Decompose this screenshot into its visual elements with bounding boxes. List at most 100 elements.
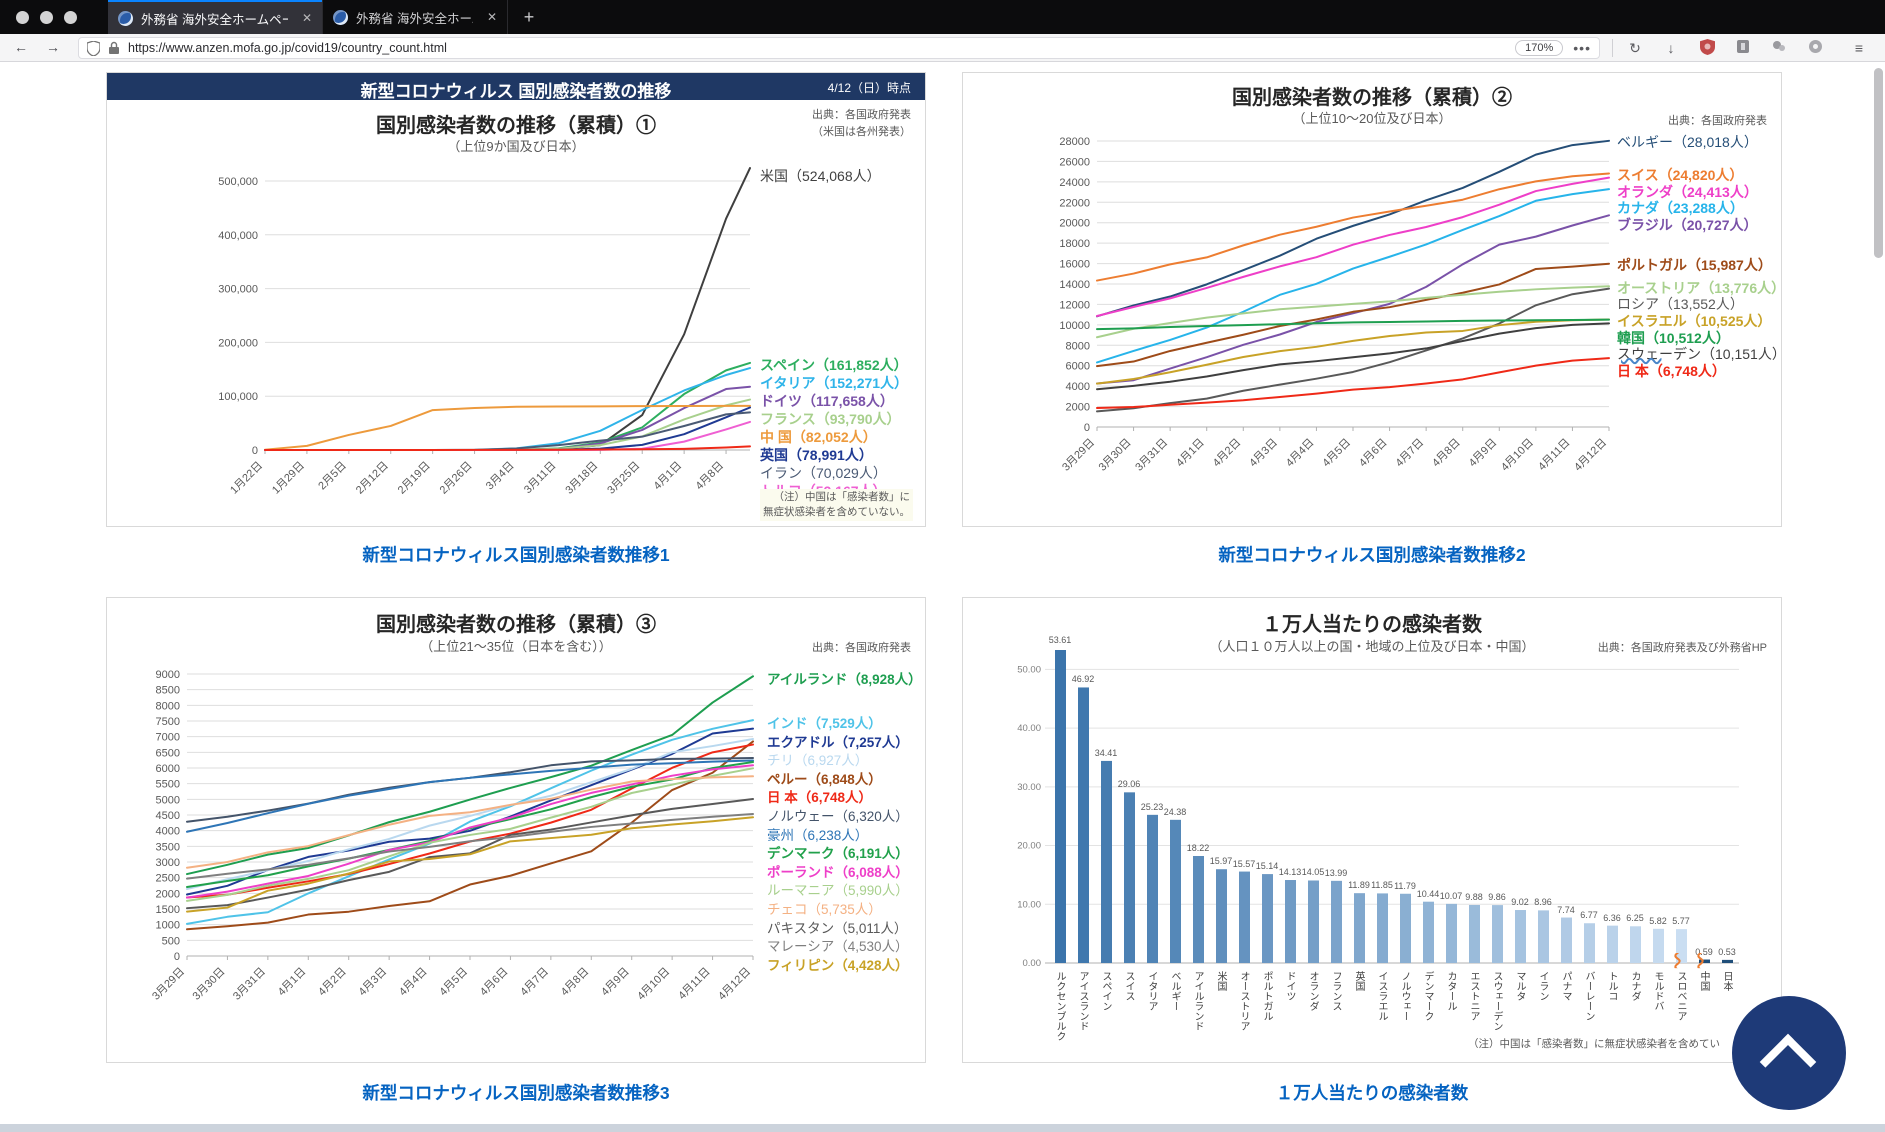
- bar-value-label: 5.82: [1649, 915, 1667, 926]
- extension-icon-1[interactable]: [1734, 39, 1752, 57]
- bar-イタリア: [1147, 814, 1158, 963]
- download-icon[interactable]: ↓: [1667, 40, 1675, 56]
- series-ポルトガル: [1096, 262, 1610, 368]
- bar-category-label: スペイン: [1100, 971, 1111, 1011]
- forward-button[interactable]: →: [46, 39, 60, 55]
- bar-category-label: カタール: [1445, 971, 1456, 1011]
- page-content: 新型コロナウィルス 国別感染者数の推移 4/12（日）時点 国別感染者数の推移（…: [0, 62, 1885, 1132]
- svg-text:0: 0: [252, 445, 258, 457]
- svg-text:500,000: 500,000: [218, 176, 258, 188]
- back-to-top-button[interactable]: [1732, 996, 1846, 1110]
- svg-text:6000: 6000: [1066, 361, 1090, 373]
- bar-ノルウェー: [1400, 893, 1411, 963]
- url-bar[interactable]: https://www.anzen.mofa.go.jp/covid19/cou…: [78, 37, 1600, 59]
- svg-text:7000: 7000: [156, 732, 180, 744]
- bar-モルドバ: [1653, 928, 1664, 963]
- chart3-title: 国別感染者数の推移（累積）③: [376, 614, 656, 636]
- chart3-caption-link[interactable]: 新型コロナウィルス国別感染者数推移3: [362, 1083, 670, 1103]
- series-オーストリア: [1096, 285, 1610, 339]
- favicon-globe: [118, 10, 133, 26]
- tab-close-icon[interactable]: ✕: [486, 10, 497, 24]
- bar-スイス: [1124, 792, 1135, 963]
- extension-icon-3[interactable]: [1806, 39, 1824, 57]
- svg-text:28000: 28000: [1059, 136, 1090, 148]
- svg-text:1月22日: 1月22日: [228, 460, 265, 497]
- bar-value-label: 34.41: [1094, 747, 1118, 758]
- new-tab-button[interactable]: +: [523, 7, 535, 27]
- hamburger-menu-icon[interactable]: ≡: [1854, 40, 1864, 56]
- window-zoom-button[interactable]: [64, 11, 77, 24]
- legend-item-スウェーデン: スウェーデン（10,151人）: [1617, 346, 1786, 363]
- scrollbar-thumb[interactable]: [1874, 68, 1883, 258]
- back-button[interactable]: ←: [14, 39, 28, 55]
- bars: [1055, 648, 1733, 963]
- svg-text:22000: 22000: [1059, 197, 1090, 209]
- extension-icon-2[interactable]: [1770, 39, 1788, 57]
- svg-text:0: 0: [174, 951, 180, 963]
- svg-text:14000: 14000: [1059, 279, 1090, 291]
- series-スウェーデン: [1096, 322, 1610, 391]
- svg-text:3500: 3500: [156, 841, 180, 853]
- svg-text:24000: 24000: [1059, 177, 1090, 189]
- page-actions-icon[interactable]: •••: [1573, 40, 1591, 56]
- bar-category-label: スイス: [1123, 971, 1134, 1001]
- chart2-title: 国別感染者数の推移（累積）②: [1232, 87, 1512, 109]
- svg-text:8000: 8000: [1066, 340, 1090, 352]
- svg-text:400,000: 400,000: [218, 230, 258, 242]
- adblock-extension-icon[interactable]: [1698, 39, 1716, 57]
- svg-text:4月5日: 4月5日: [437, 966, 470, 999]
- bar-category-label: 日本: [1721, 971, 1732, 991]
- legend-item-フランス: フランス（93,790人）: [760, 410, 901, 427]
- series-ルーマニア: [186, 767, 754, 902]
- svg-text:3月31日: 3月31日: [1133, 437, 1170, 474]
- bar-category-label: 英国: [1353, 971, 1364, 991]
- legend-item-日本: 日 本（6,748人）: [767, 790, 873, 806]
- svg-text:2月5日: 2月5日: [316, 460, 349, 493]
- svg-text:4月12日: 4月12日: [716, 966, 753, 1003]
- tab-mofa-home[interactable]: 外務省 海外安全ホームページ ✕: [322, 0, 508, 34]
- bar-米国: [1216, 869, 1227, 963]
- chart1-note: （注）中国は「感染者数」に 無症状感染者を含めていない。: [760, 488, 913, 521]
- svg-text:3月31日: 3月31日: [231, 966, 268, 1003]
- url-text[interactable]: https://www.anzen.mofa.go.jp/covid19/cou…: [128, 41, 447, 55]
- bar-value-label: 0.59: [1695, 946, 1713, 957]
- svg-text:12000: 12000: [1059, 299, 1090, 311]
- chart-card-2: 国別感染者数の推移（累積）② （上位10～20位及び日本） 出典：各国政府発表 …: [962, 72, 1786, 527]
- legend-item-日本: 日 本（6,748人）: [1617, 362, 1726, 379]
- series-オランダ: [1096, 176, 1610, 318]
- chart4-plot: 0.00 10.00 20.00 30.00 40.00 50.00 53.61 ルクセンブル…: [971, 635, 1775, 1062]
- lock-icon: [109, 41, 119, 54]
- tab-mofa-country-count[interactable]: 外務省 海外安全ホームページ｜各 ✕: [108, 0, 322, 34]
- window-minimize-button[interactable]: [40, 11, 53, 24]
- chart2-caption-link[interactable]: 新型コロナウィルス国別感染者数推移2: [1218, 545, 1526, 565]
- svg-text:4月2日: 4月2日: [1211, 437, 1244, 470]
- zoom-level-badge[interactable]: 170%: [1515, 40, 1564, 56]
- legend-item-ロシア: ロシア（13,552人）: [1617, 296, 1744, 313]
- series-lines: [186, 675, 754, 931]
- bar-value-label: 15.57: [1232, 858, 1256, 869]
- series-日本: [1096, 357, 1610, 409]
- chart-card-3: 国別感染者数の推移（累積）③ （上位21～35位（日本を含む）） 出典：各国政府…: [106, 597, 926, 1063]
- tracking-protection-shield-icon[interactable]: [87, 40, 100, 56]
- legend-item-中国: 中 国（82,052人）: [760, 428, 877, 445]
- bar-category-label: デンマーク: [1422, 971, 1433, 1021]
- window-close-button[interactable]: [16, 11, 29, 24]
- chart4-caption-link[interactable]: １万人当たりの感染者数: [1275, 1083, 1469, 1103]
- tab-close-icon[interactable]: ✕: [301, 11, 312, 25]
- chart1-caption-link[interactable]: 新型コロナウィルス国別感染者数推移1: [362, 545, 670, 565]
- bar-category-label: マルタ: [1514, 971, 1525, 1001]
- bar-ドイツ: [1285, 880, 1296, 963]
- bar-category-label: スウェーデン: [1491, 971, 1502, 1031]
- chart4-title: １万人当たりの感染者数: [1262, 614, 1482, 636]
- legend-item-ベルギー: ベルギー（28,018人）: [1617, 134, 1758, 151]
- bar-ルクセンブルク: [1055, 648, 1066, 963]
- svg-text:3月30日: 3月30日: [191, 966, 228, 1003]
- chart2-plot: 0 2000 4000 6000 8000 10000 12000 14000 16000 180…: [971, 131, 1785, 523]
- y-axis: 0 100,000 200,000 300,000 400,000 500,000: [218, 176, 750, 457]
- reload-icon[interactable]: ↻: [1629, 40, 1641, 56]
- chart3-plot: 0 500 1000 1500 2000 2500 3000 3500 4000 4500 5000…: [115, 664, 922, 1056]
- navigation-toolbar: ← → https://www.anzen.mofa.go.jp/covid19…: [0, 34, 1885, 62]
- bar-category-label: バーレーン: [1583, 971, 1594, 1021]
- legend-item-エクアドル: エクアドル（7,257人）: [767, 734, 909, 750]
- x-axis: 1月22日 1月29日 2月5日 2月12日 2月19日 2月26日 3月4日 3月11日 3月…: [228, 450, 727, 497]
